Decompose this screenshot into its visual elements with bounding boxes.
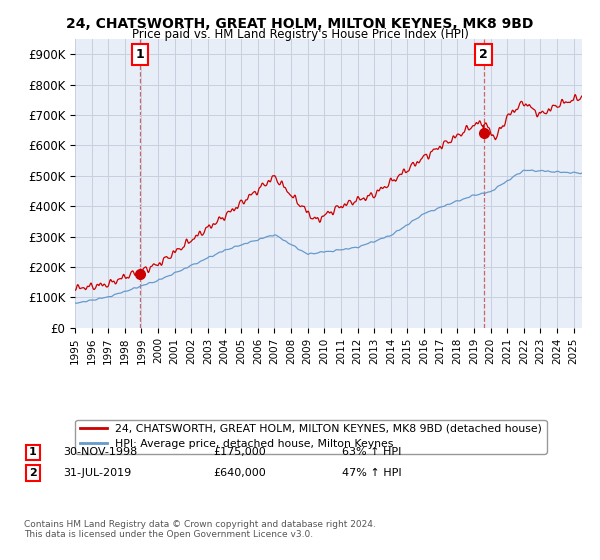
Text: 1: 1 xyxy=(136,48,145,61)
Text: 31-JUL-2019: 31-JUL-2019 xyxy=(63,468,131,478)
Text: 47% ↑ HPI: 47% ↑ HPI xyxy=(342,468,401,478)
Text: 63% ↑ HPI: 63% ↑ HPI xyxy=(342,447,401,458)
Text: Price paid vs. HM Land Registry's House Price Index (HPI): Price paid vs. HM Land Registry's House … xyxy=(131,28,469,41)
Text: 30-NOV-1998: 30-NOV-1998 xyxy=(63,447,137,458)
Text: 2: 2 xyxy=(479,48,488,61)
Legend: 24, CHATSWORTH, GREAT HOLM, MILTON KEYNES, MK8 9BD (detached house), HPI: Averag: 24, CHATSWORTH, GREAT HOLM, MILTON KEYNE… xyxy=(76,419,547,454)
Text: £175,000: £175,000 xyxy=(213,447,266,458)
Text: 2: 2 xyxy=(29,468,37,478)
Text: £640,000: £640,000 xyxy=(213,468,266,478)
Text: Contains HM Land Registry data © Crown copyright and database right 2024.
This d: Contains HM Land Registry data © Crown c… xyxy=(24,520,376,539)
Text: 1: 1 xyxy=(29,447,37,458)
Text: 24, CHATSWORTH, GREAT HOLM, MILTON KEYNES, MK8 9BD: 24, CHATSWORTH, GREAT HOLM, MILTON KEYNE… xyxy=(67,17,533,31)
